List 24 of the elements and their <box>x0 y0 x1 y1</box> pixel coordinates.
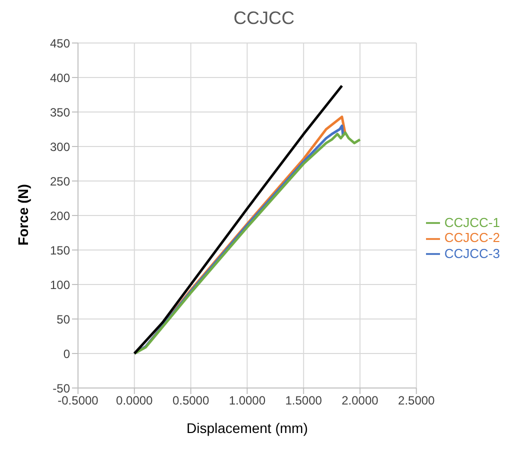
y-tick-label: 50 <box>56 312 70 326</box>
x-axis-title: Displacement (mm) <box>186 420 308 436</box>
y-tick-label: 150 <box>50 243 70 258</box>
y-tick-label: 0 <box>63 346 70 361</box>
legend-label: CCJCC-2 <box>444 230 500 246</box>
y-tick-label: 250 <box>50 174 70 188</box>
x-tick-label: 2.5000 <box>398 394 436 408</box>
y-tick-label: 400 <box>50 70 70 85</box>
x-tick-label: 1.0000 <box>228 394 266 408</box>
x-tick-label: 1.5000 <box>285 394 322 408</box>
y-tick-label: 350 <box>50 105 70 120</box>
y-tick-label: 100 <box>50 278 70 292</box>
y-tick-label: 300 <box>50 140 70 154</box>
y-tick-label: 200 <box>50 208 70 223</box>
legend-label: CCJCC-1 <box>444 214 500 230</box>
legend-label: CCJCC-3 <box>444 246 500 261</box>
y-tick-label: -50 <box>52 381 70 396</box>
chart-title: CCJCC <box>232 8 296 29</box>
x-tick-label: 2.0000 <box>342 394 379 408</box>
x-tick-label: -0.5000 <box>58 394 99 408</box>
x-tick-label: 0.0000 <box>116 394 154 408</box>
y-axis-title: Force (N) <box>14 184 31 246</box>
x-tick-label: 0.5000 <box>172 394 210 408</box>
y-tick-label: 450 <box>50 36 70 50</box>
